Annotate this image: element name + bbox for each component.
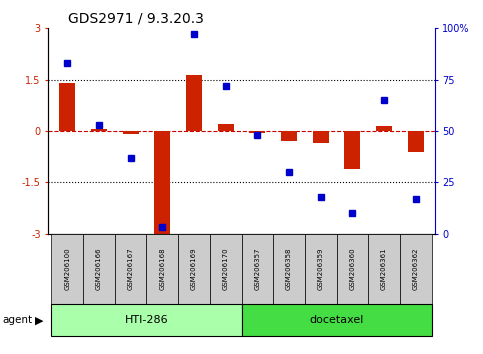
Bar bbox=[210, 234, 242, 304]
Text: GSM206168: GSM206168 bbox=[159, 248, 165, 290]
Text: GSM206169: GSM206169 bbox=[191, 248, 197, 290]
Text: GSM206166: GSM206166 bbox=[96, 248, 102, 290]
Bar bbox=[313, 131, 328, 143]
Bar bbox=[242, 304, 431, 336]
Text: GSM206170: GSM206170 bbox=[223, 248, 228, 290]
Bar bbox=[115, 234, 146, 304]
Bar bbox=[281, 131, 297, 141]
Bar bbox=[155, 131, 170, 234]
Text: GSM206358: GSM206358 bbox=[286, 248, 292, 290]
Text: docetaxel: docetaxel bbox=[309, 315, 364, 325]
Bar bbox=[146, 234, 178, 304]
Bar bbox=[52, 304, 242, 336]
Bar bbox=[242, 234, 273, 304]
Bar bbox=[337, 234, 368, 304]
Text: GSM206360: GSM206360 bbox=[349, 248, 355, 290]
Bar bbox=[52, 234, 83, 304]
Bar bbox=[59, 83, 75, 131]
Text: GSM206357: GSM206357 bbox=[255, 248, 260, 290]
Bar bbox=[178, 234, 210, 304]
Bar bbox=[344, 131, 360, 169]
Text: GDS2971 / 9.3.20.3: GDS2971 / 9.3.20.3 bbox=[68, 12, 203, 26]
Bar bbox=[249, 131, 265, 133]
Bar bbox=[218, 124, 234, 131]
Bar bbox=[123, 131, 139, 135]
Text: GSM206359: GSM206359 bbox=[318, 248, 324, 290]
Bar bbox=[91, 129, 107, 131]
Bar bbox=[368, 234, 400, 304]
Bar bbox=[376, 126, 392, 131]
Bar bbox=[273, 234, 305, 304]
Bar bbox=[186, 74, 202, 131]
Bar bbox=[83, 234, 115, 304]
Text: HTI-286: HTI-286 bbox=[125, 315, 168, 325]
Text: GSM206362: GSM206362 bbox=[412, 248, 419, 290]
Text: agent: agent bbox=[2, 315, 32, 325]
Text: GSM206100: GSM206100 bbox=[64, 248, 71, 290]
Text: GSM206167: GSM206167 bbox=[128, 248, 134, 290]
Text: ▶: ▶ bbox=[35, 315, 43, 325]
Bar bbox=[408, 131, 424, 152]
Bar bbox=[305, 234, 337, 304]
Text: GSM206361: GSM206361 bbox=[381, 248, 387, 290]
Bar bbox=[400, 234, 431, 304]
